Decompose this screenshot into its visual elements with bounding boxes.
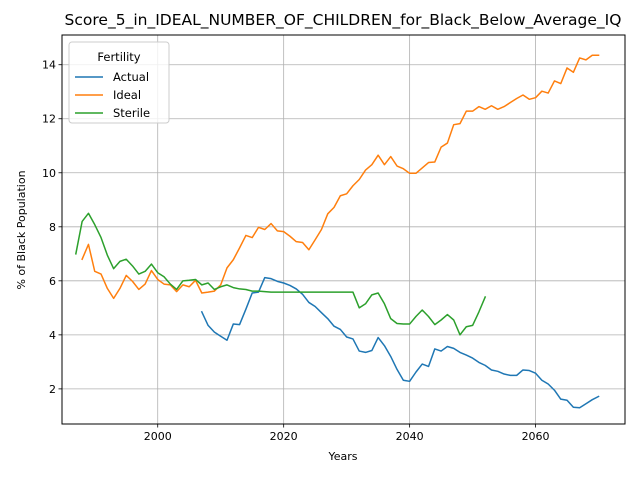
x-tick-label: 2060 [522, 430, 550, 443]
series-line-actual [200, 276, 600, 409]
y-tick-label: 4 [49, 329, 56, 342]
axis-ticks: 2000 2020 2040 2060 2 4 6 8 10 12 14 [42, 59, 550, 443]
series-line-sterile [74, 212, 487, 336]
x-tick-label: 2040 [396, 430, 424, 443]
x-tick-label: 2020 [270, 430, 298, 443]
y-axis-label: % of Black Population [15, 170, 28, 289]
x-axis-label: Years [327, 450, 357, 463]
x-tick-label: 2000 [144, 430, 172, 443]
y-tick-label: 12 [42, 113, 56, 126]
y-tick-label: 14 [42, 59, 56, 72]
series-line-ideal [81, 54, 600, 300]
legend-label-ideal: Ideal [113, 88, 141, 102]
legend-box [68, 41, 170, 124]
y-tick-label: 10 [42, 167, 56, 180]
y-tick-label: 2 [49, 383, 56, 396]
y-tick-label: 6 [49, 275, 56, 288]
series-lines [74, 54, 600, 409]
legend-title: Fertility [97, 50, 140, 64]
chart-title: Score_5_in_IDEAL_NUMBER_OF_CHILDREN_for_… [65, 11, 622, 30]
plot-area-frame [61, 34, 626, 425]
legend: Fertility Actual Ideal Sterile [68, 41, 170, 124]
legend-label-actual: Actual [113, 70, 149, 84]
y-tick-label: 8 [49, 221, 56, 234]
gridlines [62, 35, 625, 424]
legend-label-sterile: Sterile [113, 106, 150, 120]
